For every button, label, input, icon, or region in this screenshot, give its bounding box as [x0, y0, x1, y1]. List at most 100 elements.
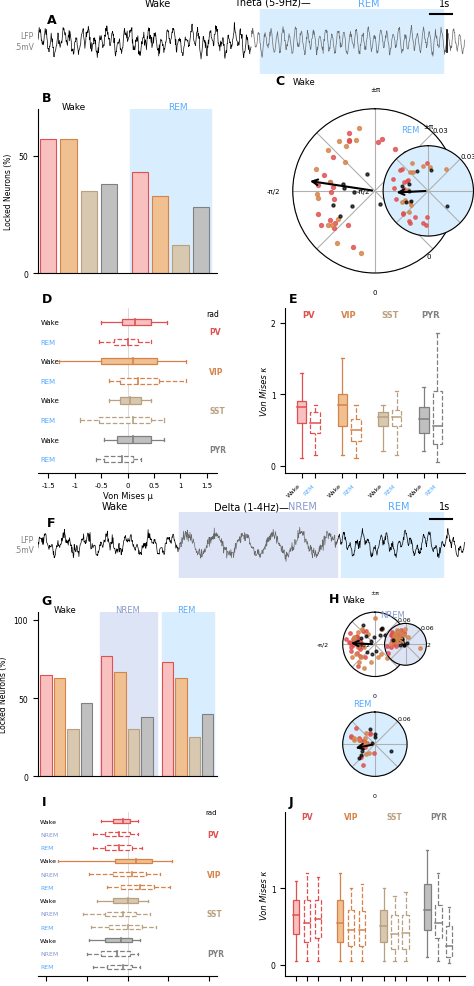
Bar [424, 884, 431, 931]
Text: J: J [289, 796, 293, 809]
Point [419, 159, 427, 175]
Point [391, 142, 399, 158]
Text: Wake: Wake [40, 898, 57, 903]
Text: Wake: Wake [145, 0, 171, 9]
Text: Wake: Wake [40, 818, 57, 823]
Bar [402, 915, 409, 950]
Point [442, 162, 450, 177]
Point [356, 733, 364, 748]
Point [368, 655, 375, 670]
Point [347, 644, 355, 660]
Point [388, 639, 395, 655]
Bar [193, 208, 209, 274]
Text: B: B [42, 92, 51, 105]
Point [327, 185, 335, 201]
Point [359, 617, 367, 633]
Point [324, 218, 331, 234]
Text: NREM: NREM [115, 605, 140, 614]
Point [357, 635, 365, 651]
Bar [101, 951, 129, 955]
Text: NREM: NREM [40, 872, 58, 877]
Point [354, 629, 361, 645]
Bar [152, 196, 168, 274]
Point [399, 195, 406, 211]
Bar [162, 612, 214, 777]
Text: REM: REM [358, 0, 379, 9]
Point [354, 645, 361, 661]
Point [391, 637, 398, 653]
Point [352, 646, 360, 662]
Point [372, 726, 379, 741]
Text: PYR: PYR [421, 311, 440, 319]
Y-axis label: Von Mises κ: Von Mises κ [260, 870, 269, 919]
Point [358, 621, 365, 637]
Point [349, 632, 357, 648]
Bar [419, 407, 428, 434]
Bar [446, 927, 453, 957]
Point [378, 621, 385, 637]
Point [355, 750, 362, 766]
Bar [81, 191, 97, 274]
Bar [114, 339, 138, 345]
Point [387, 635, 395, 651]
Point [392, 192, 400, 208]
Point [352, 133, 360, 149]
Point [356, 730, 363, 745]
Point [371, 610, 379, 626]
Text: VIP: VIP [341, 311, 357, 319]
Point [399, 207, 407, 223]
Point [394, 629, 402, 645]
Bar [122, 319, 151, 326]
Bar [105, 939, 132, 943]
Point [327, 175, 334, 190]
Point [427, 160, 434, 176]
Point [363, 644, 371, 660]
Point [343, 632, 350, 648]
Bar [113, 819, 129, 823]
Text: Wake: Wake [41, 319, 59, 325]
Text: Wake: Wake [62, 103, 86, 111]
Point [391, 633, 398, 649]
Bar [129, 109, 211, 274]
Bar [337, 394, 347, 427]
Point [366, 721, 374, 737]
Text: Wake: Wake [102, 502, 128, 512]
Text: A: A [46, 14, 56, 27]
Point [357, 640, 365, 656]
Bar [101, 359, 156, 365]
Point [352, 721, 360, 737]
Point [340, 180, 348, 196]
Point [341, 155, 349, 171]
Point [392, 635, 400, 651]
Point [314, 178, 322, 194]
Point [348, 199, 356, 215]
Text: LFP
.5mV: LFP .5mV [14, 33, 34, 51]
Point [388, 625, 396, 641]
Point [312, 162, 320, 177]
Point [398, 632, 406, 648]
Point [356, 641, 364, 657]
Bar [175, 678, 186, 777]
Bar [99, 417, 151, 424]
Point [330, 221, 338, 237]
Text: VIP: VIP [207, 870, 221, 879]
Bar [128, 730, 139, 777]
Point [364, 626, 371, 642]
Point [347, 730, 355, 745]
Bar [173, 246, 189, 274]
Point [395, 624, 403, 640]
Point [396, 163, 403, 178]
Point [346, 625, 354, 641]
Point [400, 638, 408, 654]
Text: PYR: PYR [209, 446, 226, 455]
Point [327, 213, 334, 229]
Text: PV: PV [207, 830, 219, 839]
Text: PV: PV [209, 328, 221, 337]
Text: REM: REM [41, 379, 55, 385]
Bar [392, 410, 401, 427]
Point [395, 627, 402, 643]
Point [335, 212, 342, 228]
Point [399, 179, 406, 195]
Point [377, 647, 385, 663]
Bar [141, 717, 153, 777]
